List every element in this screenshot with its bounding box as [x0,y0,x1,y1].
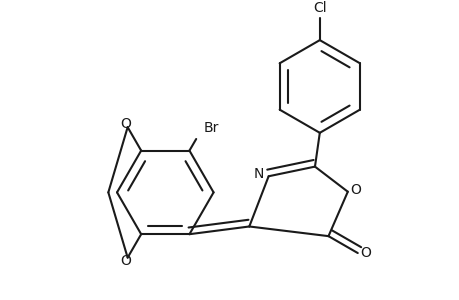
Text: O: O [120,254,131,268]
Text: Br: Br [203,122,219,135]
Text: Cl: Cl [312,1,326,15]
Text: O: O [349,183,360,197]
Text: O: O [359,246,370,260]
Text: O: O [120,117,131,131]
Text: N: N [253,167,263,181]
